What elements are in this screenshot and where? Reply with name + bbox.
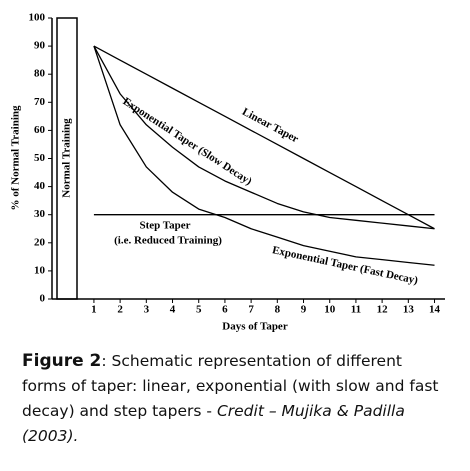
y-tick-label: 20 — [34, 236, 46, 248]
caption-text: : Schematic representation of different … — [22, 352, 439, 420]
series-label: Exponential Taper (Slow Decay) — [121, 95, 255, 188]
caption: Figure 2: Schematic representation of di… — [22, 349, 442, 449]
series-label: Step Taper — [139, 220, 190, 232]
series-line — [93, 45, 435, 230]
series-line — [93, 45, 435, 266]
x-tick-label: 10 — [324, 304, 336, 316]
x-tick-label: 12 — [377, 304, 389, 316]
series-label: Exponential Taper (Fast Decay) — [271, 244, 419, 287]
x-tick-label: 14 — [429, 304, 441, 316]
y-tick-label: 50 — [34, 152, 46, 164]
y-tick-label: 30 — [34, 208, 46, 220]
x-tick-label: 7 — [248, 304, 254, 316]
x-tick-label: 3 — [144, 304, 150, 316]
y-tick-label: 100 — [29, 12, 46, 24]
x-tick-label: 9 — [301, 304, 307, 316]
x-tick-label: 1 — [91, 304, 97, 316]
y-tick-label: 80 — [34, 68, 46, 80]
y-tick-label: 60 — [34, 124, 46, 136]
x-tick-label: 8 — [275, 304, 281, 316]
step-note: (i.e. Reduced Training) — [114, 235, 222, 247]
normal-training-bar — [56, 17, 78, 300]
caption-credit: Credit – Mujika & Padilla (2003). — [22, 402, 405, 445]
y-axis-label: % of Normal Training — [10, 105, 22, 211]
x-tick-label: 11 — [351, 304, 361, 316]
y-tick-label: 90 — [34, 40, 46, 52]
figure-label: Figure 2 — [22, 351, 102, 371]
x-tick-label: 6 — [222, 304, 228, 316]
y-tick-label: 70 — [34, 96, 46, 108]
y-tick-label: 40 — [34, 180, 46, 192]
y-tick-label: 0 — [40, 293, 46, 305]
x-tick-label: 2 — [117, 304, 123, 316]
y-tick-label: 10 — [34, 264, 46, 276]
x-tick-label: 5 — [196, 304, 202, 316]
normal-training-label: Normal Training — [61, 118, 73, 198]
x-axis-label: Days of Taper — [222, 321, 288, 333]
series-line — [93, 45, 435, 230]
x-tick-label: 13 — [403, 304, 415, 316]
series-label: Linear Taper — [240, 106, 300, 146]
x-tick-label: 4 — [170, 304, 176, 316]
